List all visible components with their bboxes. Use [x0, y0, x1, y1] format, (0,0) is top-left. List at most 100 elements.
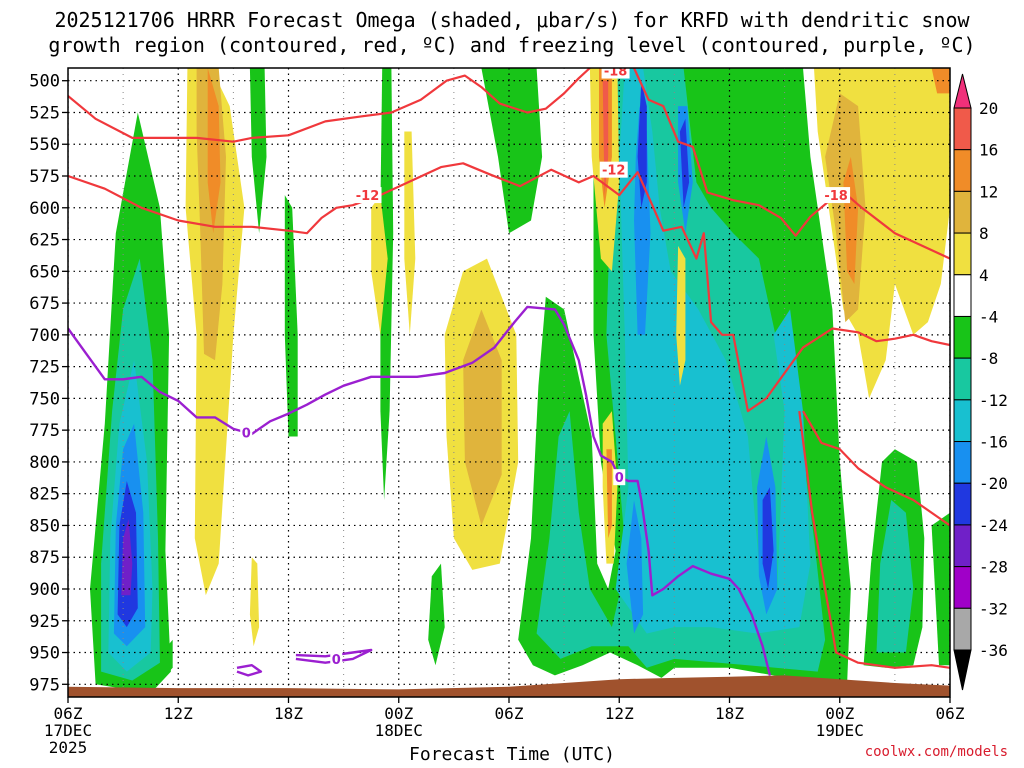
y-tick-825: 825	[29, 485, 68, 505]
svg-text:06Z: 06Z	[936, 704, 965, 723]
omega-region-orange-10z-low	[606, 449, 612, 539]
y-tick-850: 850	[29, 516, 68, 536]
colorbar-label-11: -28	[979, 558, 1008, 577]
svg-text:12Z: 12Z	[164, 704, 193, 723]
freezing-level-line-2	[236, 664, 263, 677]
chart-title-line2: growth region (contoured, red, ºC) and f…	[48, 33, 976, 57]
omega-region-green-05z	[481, 68, 543, 234]
y-tick-925: 925	[29, 612, 68, 632]
y-tick-950: 950	[29, 644, 68, 664]
svg-text:650: 650	[29, 262, 60, 282]
svg-text:0: 0	[242, 427, 251, 442]
svg-text:700: 700	[29, 326, 60, 346]
x-tick-5: 12Z	[605, 697, 634, 723]
freezing-level-line-0	[68, 305, 772, 676]
svg-text:-18: -18	[824, 189, 848, 204]
y-tick-575: 575	[29, 167, 68, 187]
chart-title-line1: 2025121706 HRRR Forecast Omega (shaded, …	[54, 8, 970, 32]
svg-text:775: 775	[29, 421, 60, 441]
omega-region-yellow-20z	[371, 195, 388, 335]
svg-text:17DEC: 17DEC	[44, 721, 92, 740]
x-tick-4: 06Z	[495, 697, 524, 723]
y-tick-875: 875	[29, 548, 68, 568]
colorbar-box-9	[953, 441, 972, 484]
freezing-level-label-1: 0	[613, 469, 626, 486]
colorbar-label-10: -24	[979, 516, 1008, 535]
colorbar-box-12	[953, 566, 972, 609]
colorbar-box-3	[953, 190, 972, 234]
isotherm-18-line-1	[633, 68, 950, 260]
y-tick-550: 550	[29, 135, 68, 155]
x-tick-8: 06Z	[936, 697, 965, 723]
freezing-level-line-1	[295, 648, 373, 664]
colorbar-label-6: -8	[979, 349, 998, 368]
colorbar-box-11	[953, 524, 972, 568]
colorbar-label-12: -32	[979, 599, 1008, 618]
svg-text:825: 825	[29, 485, 60, 505]
isotherm-label-2: -18	[822, 187, 851, 204]
y-tick-975: 975	[29, 675, 68, 695]
omega-region-main-dblue-2	[679, 118, 690, 208]
isotherm-label-1: -12	[599, 161, 628, 179]
colorbar-box-7	[953, 357, 972, 401]
colorbar-box-6	[953, 315, 972, 359]
y-tick-600: 600	[29, 199, 68, 219]
colorbar-box-5	[953, 274, 972, 317]
colorbar-cap-bottom	[953, 649, 972, 691]
y-tick-500: 500	[29, 72, 68, 92]
colorbar-box-4	[953, 232, 972, 276]
colorbar-label-3: 8	[979, 224, 989, 243]
svg-text:-18: -18	[604, 65, 628, 80]
freezing-level-label-2: 0	[330, 650, 343, 668]
isotherm-18-line-0	[68, 68, 591, 143]
y-tick-525: 525	[29, 103, 68, 123]
svg-text:675: 675	[29, 294, 60, 314]
svg-text:19DEC: 19DEC	[816, 721, 864, 740]
x-axis-label: Forecast Time (UTC)	[409, 744, 615, 765]
colorbar-box-1	[953, 107, 972, 151]
y-tick-900: 900	[29, 580, 68, 600]
colorbar-cap-top	[953, 73, 972, 109]
svg-text:18Z: 18Z	[274, 704, 303, 723]
omega-region-tiny-green-11z	[167, 639, 173, 672]
omega-region-late-teal	[876, 500, 914, 653]
svg-text:575: 575	[29, 167, 60, 187]
omega-region-late-orange-top	[931, 68, 950, 94]
colorbar-label-4: 4	[979, 266, 989, 285]
x-tick-1: 12Z	[164, 697, 193, 723]
y-tick-700: 700	[29, 326, 68, 346]
svg-text:500: 500	[29, 72, 60, 92]
svg-text:18Z: 18Z	[715, 704, 744, 723]
svg-text:06Z: 06Z	[495, 704, 524, 723]
credit-text: coolwx.com/models	[864, 744, 1008, 760]
svg-text:625: 625	[29, 231, 60, 251]
freezing-level-label-0: 0	[240, 424, 253, 442]
terrain-ground	[68, 675, 950, 697]
isotherm-12-line-3	[802, 410, 950, 527]
omega-region-core-purple-early	[121, 519, 133, 596]
svg-text:550: 550	[29, 135, 60, 155]
svg-text:800: 800	[29, 453, 60, 473]
svg-text:750: 750	[29, 389, 60, 409]
y-tick-650: 650	[29, 262, 68, 282]
isotherm-12-line-4	[798, 410, 950, 669]
isotherm-12-line-2	[68, 162, 950, 413]
omega-region-main-cyan	[615, 68, 811, 634]
svg-text:0: 0	[332, 653, 341, 668]
svg-text:06Z: 06Z	[54, 704, 83, 723]
y-tick-725: 725	[29, 358, 68, 378]
svg-text:600: 600	[29, 199, 60, 219]
colorbar-label-8: -16	[979, 433, 1008, 452]
svg-text:00Z: 00Z	[825, 704, 854, 723]
svg-text:975: 975	[29, 675, 60, 695]
isotherm-label-0: -12	[353, 187, 382, 204]
svg-text:900: 900	[29, 580, 60, 600]
svg-text:875: 875	[29, 548, 60, 568]
svg-text:00Z: 00Z	[384, 704, 413, 723]
svg-text:-12: -12	[356, 189, 380, 204]
isotherm-label-3: -18	[601, 65, 630, 80]
svg-text:0: 0	[615, 471, 624, 486]
